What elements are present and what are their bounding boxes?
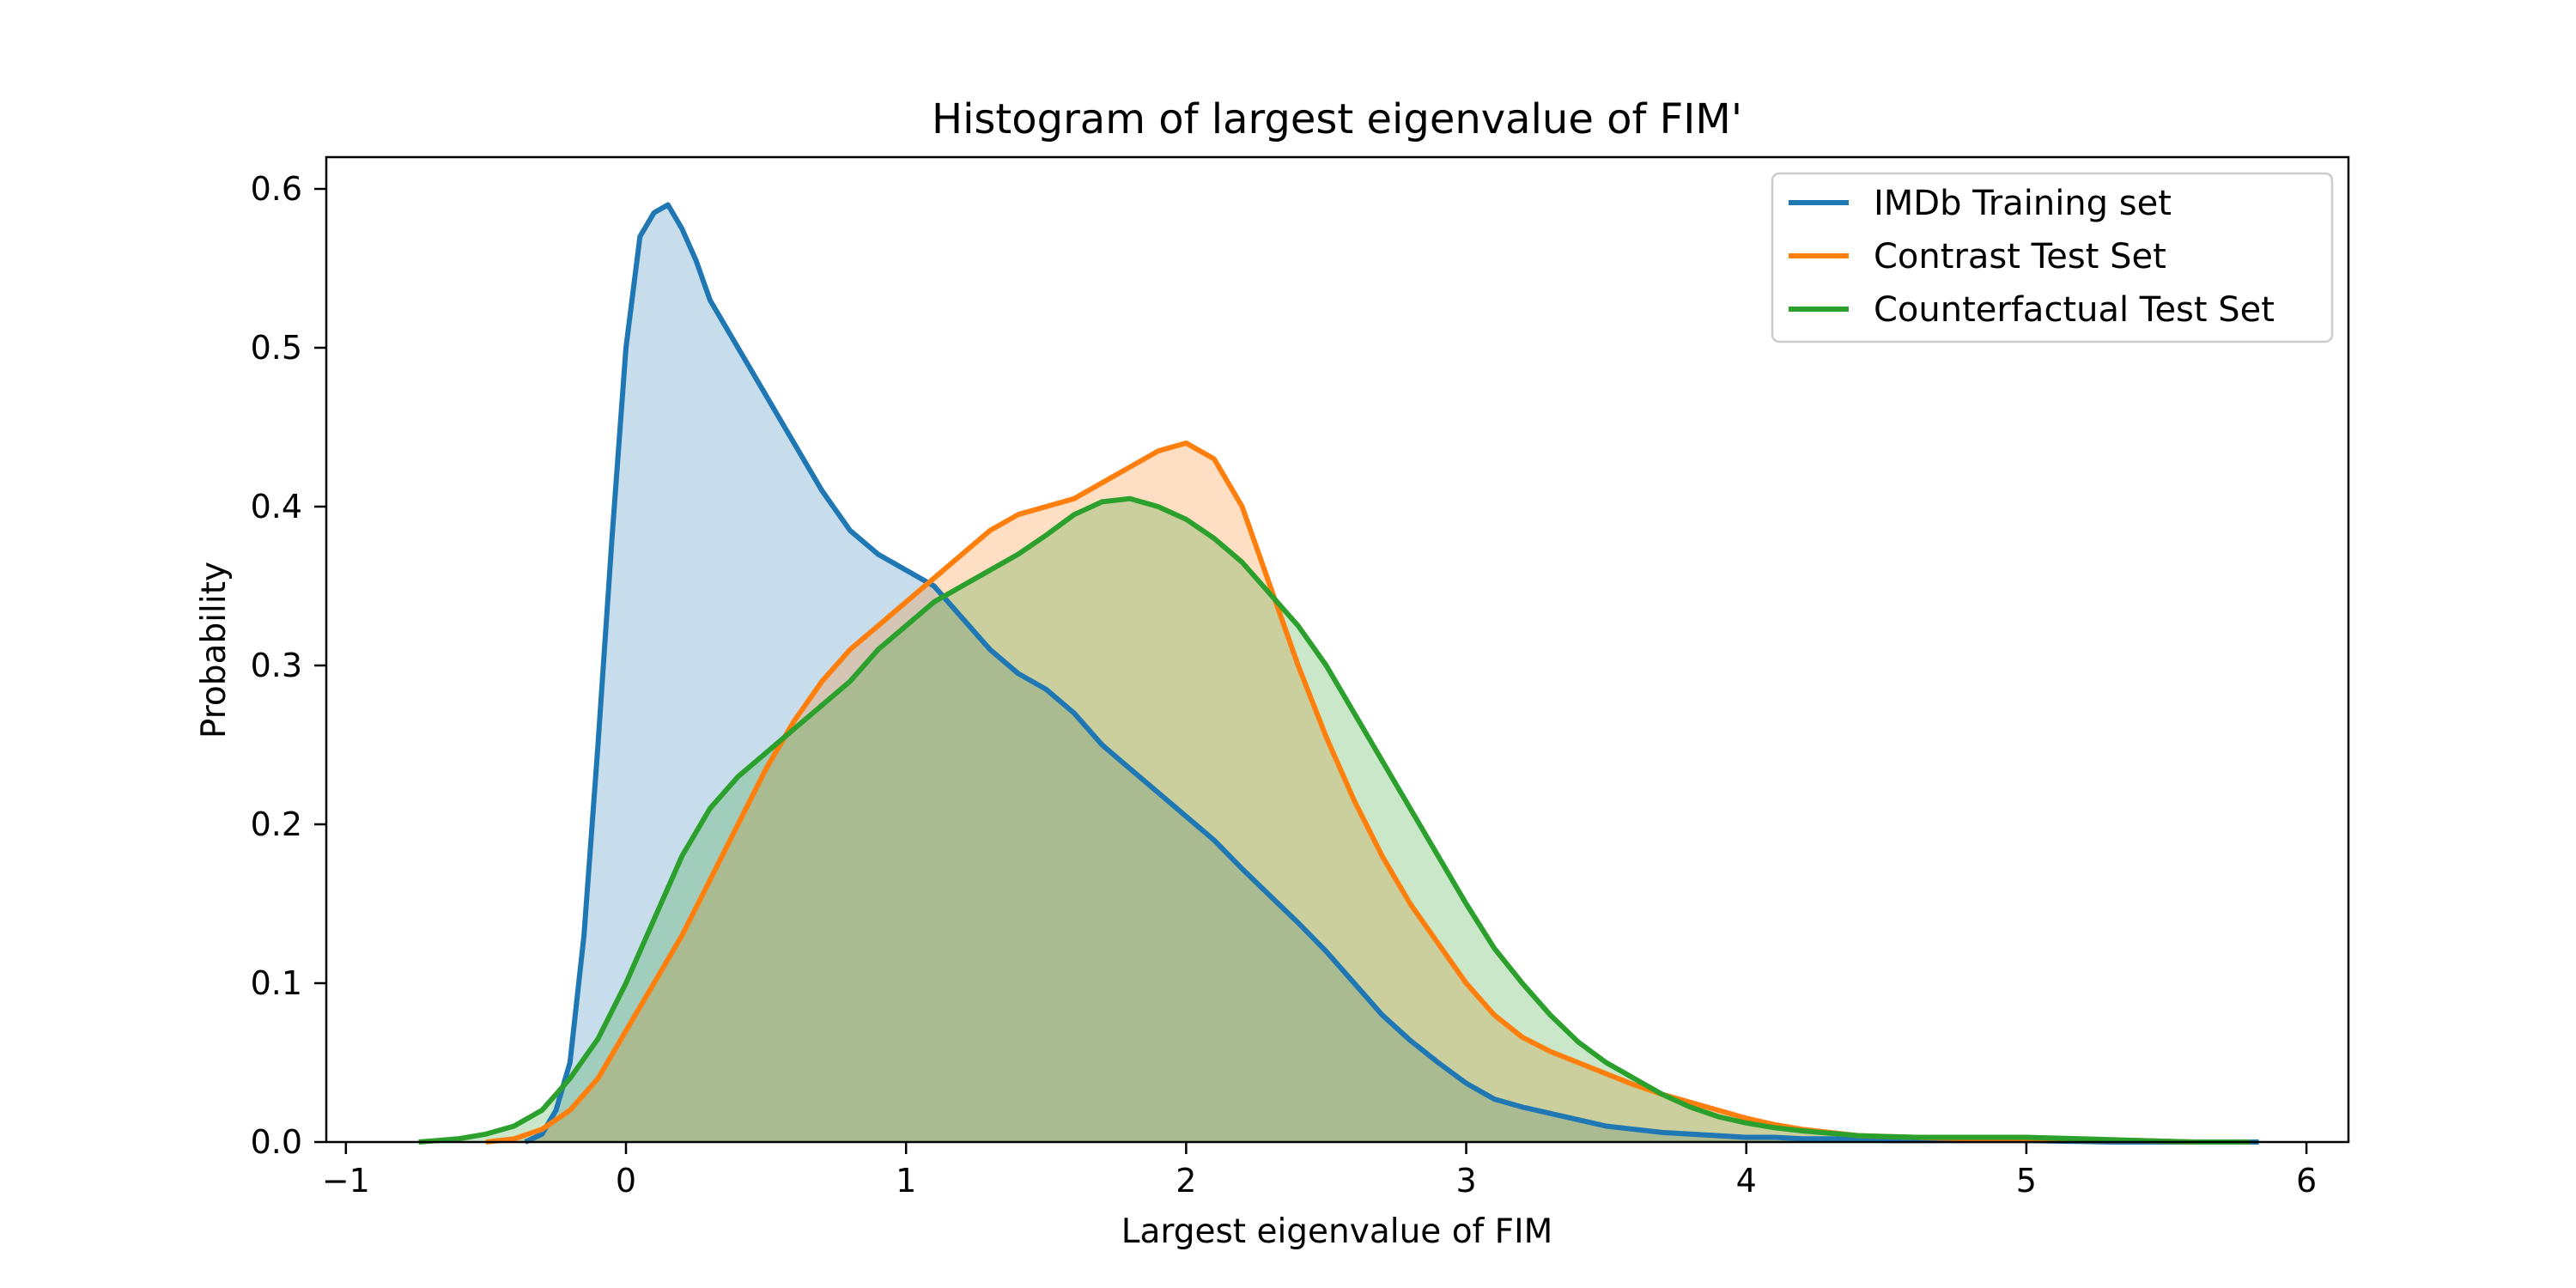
legend-label-imdb-training-set: IMDb Training set	[1874, 184, 2172, 223]
x-axis-ticks: −1 0 1 2 3 4 5 6	[322, 1142, 2317, 1200]
y-tick-label: 0.6	[251, 170, 302, 208]
x-tick-label: −1	[322, 1162, 370, 1200]
y-tick-label: 0.1	[251, 964, 302, 1002]
y-axis-ticks: 0.0 0.1 0.2 0.3 0.4 0.5 0.6	[251, 170, 326, 1161]
x-tick-label: 5	[2016, 1162, 2037, 1200]
x-tick-label: 1	[896, 1162, 916, 1200]
y-axis-label: Probability	[195, 562, 234, 738]
x-tick-label: 6	[2296, 1162, 2317, 1200]
series-fill-counterfactual-test-set	[418, 498, 2251, 1142]
y-tick-label: 0.5	[251, 329, 302, 367]
x-tick-label: 3	[1455, 1162, 1476, 1200]
series-line-imdb-training-set	[524, 202, 2259, 1145]
x-axis-label: Largest eigenvalue of FIM	[1121, 1212, 1553, 1251]
plot-frame	[325, 155, 2350, 1144]
x-tick-label: 0	[616, 1162, 636, 1200]
series-lines	[418, 202, 2259, 1145]
legend-label-counterfactual-test-set: Counterfactual Test Set	[1874, 290, 2275, 330]
y-tick-label: 0.4	[251, 488, 302, 526]
series-fills	[418, 204, 2259, 1142]
series-line-counterfactual-test-set	[418, 495, 2251, 1145]
series-fill-imdb-training-set	[525, 204, 2259, 1142]
x-tick-label: 4	[1736, 1162, 1757, 1200]
legend-entries: IMDb Training set Contrast Test Set Counte…	[1789, 184, 2275, 330]
y-tick-label: 0.0	[251, 1123, 302, 1161]
legend: IMDb Training set Contrast Test Set Counte…	[1771, 172, 2334, 343]
chart-title: Histogram of largest eigenvalue of FIM'	[932, 95, 1742, 143]
y-tick-label: 0.3	[251, 647, 302, 684]
x-tick-label: 2	[1176, 1162, 1196, 1200]
y-tick-label: 0.2	[251, 805, 302, 843]
series-line-contrast-test-set	[485, 440, 2251, 1145]
legend-label-contrast-test-set: Contrast Test Set	[1874, 237, 2166, 276]
series-fill-contrast-test-set	[485, 443, 2251, 1142]
legend-box	[1771, 172, 2334, 343]
